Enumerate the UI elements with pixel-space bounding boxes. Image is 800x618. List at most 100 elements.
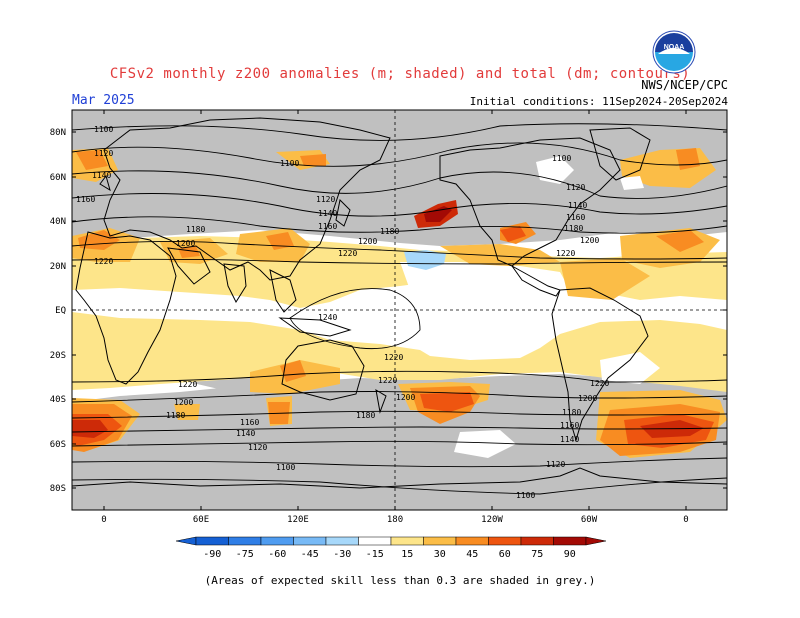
noaa-logo: NOAA	[652, 30, 696, 74]
contour-label: 1220	[378, 376, 397, 385]
contour-label: 1180	[564, 224, 583, 233]
colorbar-tick-label: -15	[366, 549, 384, 560]
contour-label: 1120	[566, 183, 585, 192]
lon-label: 180	[387, 515, 403, 525]
colorbar-swatch	[455, 536, 489, 546]
contour-label: 1140	[236, 429, 255, 438]
coast-arabia	[167, 247, 211, 285]
contour-label: 1140	[318, 209, 337, 218]
lat-label: 20N	[50, 262, 66, 272]
white-sep	[600, 352, 660, 384]
contour-label: 1100	[94, 125, 113, 134]
orange2-arctic	[676, 148, 700, 170]
contour-label: 1180	[166, 411, 185, 420]
lat-label: 60S	[50, 440, 66, 450]
darkred-s-atl-west	[72, 420, 108, 438]
coast-australia	[281, 339, 365, 401]
coast-nz	[375, 389, 387, 414]
colorbar-swatch	[260, 536, 294, 546]
contours	[72, 123, 727, 495]
contour-label: 1200	[358, 237, 377, 246]
contour-label: 1140	[560, 435, 579, 444]
lon-label: 0	[101, 515, 106, 525]
contour-label: 1180	[562, 408, 581, 417]
contour-label: 1200	[176, 239, 195, 248]
orange-carib	[560, 258, 650, 300]
contour-label: 1220	[178, 380, 197, 389]
lon-label: 60W	[581, 515, 598, 525]
colorbar-swatch	[520, 536, 554, 546]
orange2-siberia	[300, 154, 326, 166]
colorbar-swatch	[293, 536, 327, 546]
colorbar-tick-label: 30	[434, 549, 446, 560]
white-hudson	[536, 156, 574, 184]
contour-label: 1100	[516, 491, 535, 500]
colorbar: -90 -75 -60 -45 -30 -15 15 30 45 60 75 90	[175, 536, 607, 560]
chart-title: CFSv2 monthly z200 anomalies (m; shaded)…	[109, 66, 691, 82]
contour-label: 1200	[174, 398, 193, 407]
colorbar-tick-label: 60	[499, 549, 511, 560]
coast-antarctica	[72, 467, 727, 489]
colorbar-tick-label: -45	[301, 549, 319, 560]
blue-n-pacific	[404, 250, 446, 270]
contour-label: 1200	[578, 394, 597, 403]
colorbar-tick-label: -75	[236, 549, 254, 560]
colorbar-tick-label: 90	[564, 549, 576, 560]
coast-greenland	[589, 127, 651, 181]
colorbar-tick-label: -30	[333, 549, 351, 560]
coastlines	[72, 117, 727, 489]
contour-labels: 1100 1120 1140 1160 1180 1200 1220 1100 …	[76, 125, 609, 500]
coast-central-america	[511, 265, 561, 297]
contour-label: 1140	[568, 201, 587, 210]
lon-axis: 0 60E 120E 180 120W 60W 0	[101, 110, 689, 525]
contour-label: 1220	[384, 353, 403, 362]
contour-label: 1200	[580, 236, 599, 245]
orange2-aus	[280, 360, 306, 382]
lon-label: 120E	[287, 515, 309, 525]
forecast-month: Mar 2025	[72, 93, 135, 108]
white-s-pacific	[454, 430, 516, 458]
contour-label: 1100	[280, 159, 299, 168]
initial-conditions: Initial conditions: 11Sep2024-20Sep2024	[469, 95, 728, 108]
contour-label: 1220	[556, 249, 575, 258]
coast-japan	[335, 198, 351, 227]
contour-label: 1100	[552, 154, 571, 163]
colorbar-arrow-high	[585, 536, 607, 546]
grey-north	[72, 110, 727, 246]
contour-label: 1220	[94, 257, 113, 266]
coast-indonesia	[278, 317, 352, 337]
yellow-indian-patch	[120, 332, 250, 374]
colorbar-tick-label: -60	[268, 549, 286, 560]
contour-label: 1200	[396, 393, 415, 402]
contour-label: 1160	[566, 213, 585, 222]
colorbar-tick-label: -90	[203, 549, 221, 560]
colorbar-tick-label: 75	[531, 549, 543, 560]
orange2-arabia	[178, 246, 200, 258]
grid	[72, 110, 727, 510]
lat-axis: 80N 60N 40N 20N EQ 20S 40S 60S 80S	[50, 128, 727, 494]
lat-label: EQ	[55, 306, 66, 316]
contour-label: 1160	[76, 195, 95, 204]
logo-text: NOAA	[664, 44, 685, 51]
white-indian	[248, 300, 282, 318]
contour-label: 1220	[338, 249, 357, 258]
colorbar-swatch	[358, 536, 392, 546]
lon-label: 60E	[193, 515, 209, 525]
contour-label: 1180	[186, 225, 205, 234]
darkred-n-pacific	[424, 206, 452, 222]
contour-label: 1180	[356, 411, 375, 420]
contour-label: 1160	[240, 418, 259, 427]
colorbar-swatch	[228, 536, 262, 546]
colorbar-arrow-low	[175, 536, 197, 546]
contour-label: 1240	[318, 313, 337, 322]
lon-label: 120W	[481, 515, 503, 525]
grey-south	[72, 374, 727, 510]
red-s-pacific	[420, 392, 474, 412]
colorbar-tick-label: 45	[466, 549, 478, 560]
contour-label: 1120	[546, 460, 565, 469]
footer-note: (Areas of expected skill less than 0.3 a…	[204, 574, 596, 587]
coast-north-america	[439, 137, 621, 267]
lat-label: 80S	[50, 484, 66, 494]
colorbar-swatch	[553, 536, 587, 546]
